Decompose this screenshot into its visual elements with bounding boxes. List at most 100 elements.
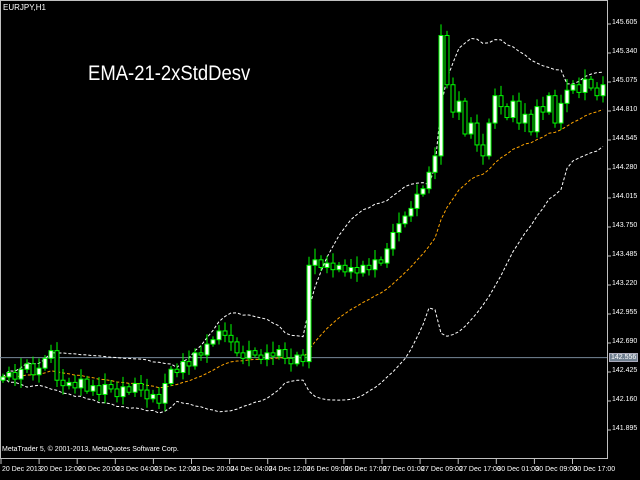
candle-body [78,378,84,389]
candle-body [216,330,222,341]
lower-band-line [2,146,604,414]
copyright-text: MetaTrader 5, © 2001-2013, MetaQuotes So… [2,446,179,453]
candle-body [12,372,18,380]
candle-body [282,349,288,359]
indicator-title: EMA-21-2xStdDesv [88,62,251,85]
candle-body [366,264,372,271]
time-tick-label: 23 Dec 12:00 [154,466,197,473]
candle-body [594,87,600,97]
candle-body [336,264,342,271]
candle-body [474,122,480,146]
candle-body [114,388,120,398]
candle-body [294,354,300,365]
time-tick-label: 27 Dec 01:00 [383,466,425,473]
candle-body [312,259,318,266]
candle-body [162,382,168,404]
candle-body [258,354,264,360]
price-tick-label: 143.750 [612,222,638,229]
time-tick-label: 30 Dec 01:00 [497,466,539,473]
price-tick-label: 142.160 [612,396,638,403]
candle-body [486,122,492,157]
candle-body [534,106,540,133]
candle-body [66,381,72,387]
candle-body [240,352,246,359]
candle-body [84,378,90,392]
price-tick-label: 143.485 [612,251,638,258]
candle-body [222,330,228,336]
candle-body [60,379,66,387]
time-tick-label: 20 Dec 12:00 [40,466,82,473]
candle-body [576,84,582,93]
candle-body [504,106,510,119]
price-tick-label: 144.280 [612,164,638,171]
candle-body [528,113,534,133]
candle-body [444,34,450,86]
candle-body [174,368,180,374]
candle-body [414,193,420,209]
price-tick-label: 145.605 [612,19,638,26]
candle-body [492,95,498,124]
candle-body [582,78,588,93]
candle-body [480,144,486,157]
candle-body [204,343,210,356]
plot-frame [0,0,608,459]
candle-body [540,106,546,113]
candle-body [450,84,456,113]
upper-band-line [2,37,604,378]
candle-body [246,350,252,359]
candle-body [180,361,186,374]
candle-body [276,349,282,357]
candle-body [72,381,78,389]
candle-body [300,354,306,363]
price-tick-label: 145.075 [612,77,638,84]
candle-body [54,350,60,381]
candle-body [6,372,12,378]
candle-body [522,113,528,124]
candle-body [408,207,414,217]
candle-body [498,95,504,108]
candle-body [516,100,522,124]
time-tick-label: 23 Dec 20:00 [192,466,235,473]
candle-body [270,352,276,357]
candle-body [48,350,54,359]
candle-body [372,259,378,271]
price-tick-label: 142.690 [612,338,638,345]
candle-body [192,352,198,367]
candle-body [330,262,336,271]
candle-body [384,248,390,264]
price-tick-label: 145.340 [612,48,638,55]
candle-body [396,223,402,233]
candle-body [234,341,240,354]
time-tick-label: 30 Dec 09:00 [535,466,578,473]
candle-body [186,361,192,367]
candle-body [126,386,132,393]
time-tick-label: 26 Dec 09:00 [306,466,349,473]
candle-body [252,350,258,356]
time-tick-label: 20 Dec 20:00 [78,466,120,473]
candle-body [18,368,24,380]
candle-body [24,363,30,370]
candle-body [138,382,144,391]
price-tick-label: 142.425 [612,367,638,374]
candle-body [402,215,408,225]
ema-line [2,108,604,389]
candle-body [600,84,606,97]
candle-body [510,100,516,119]
price-tick-label: 144.545 [612,135,638,142]
candle-body [570,84,576,91]
time-tick-label: 30 Dec 17:00 [573,466,616,473]
candle-body [348,266,354,273]
candle-body [150,393,156,400]
candle-body [288,357,294,365]
candle-body [144,389,150,400]
candle-body [210,339,216,345]
price-tick-label: 141.895 [612,425,638,432]
candle-body [546,95,552,113]
candle-body [96,385,102,395]
candle-body [354,266,360,274]
price-tick-label: 144.810 [612,106,638,113]
symbol-label: EURJPY,H1 [3,3,46,12]
candle-body [558,102,564,124]
